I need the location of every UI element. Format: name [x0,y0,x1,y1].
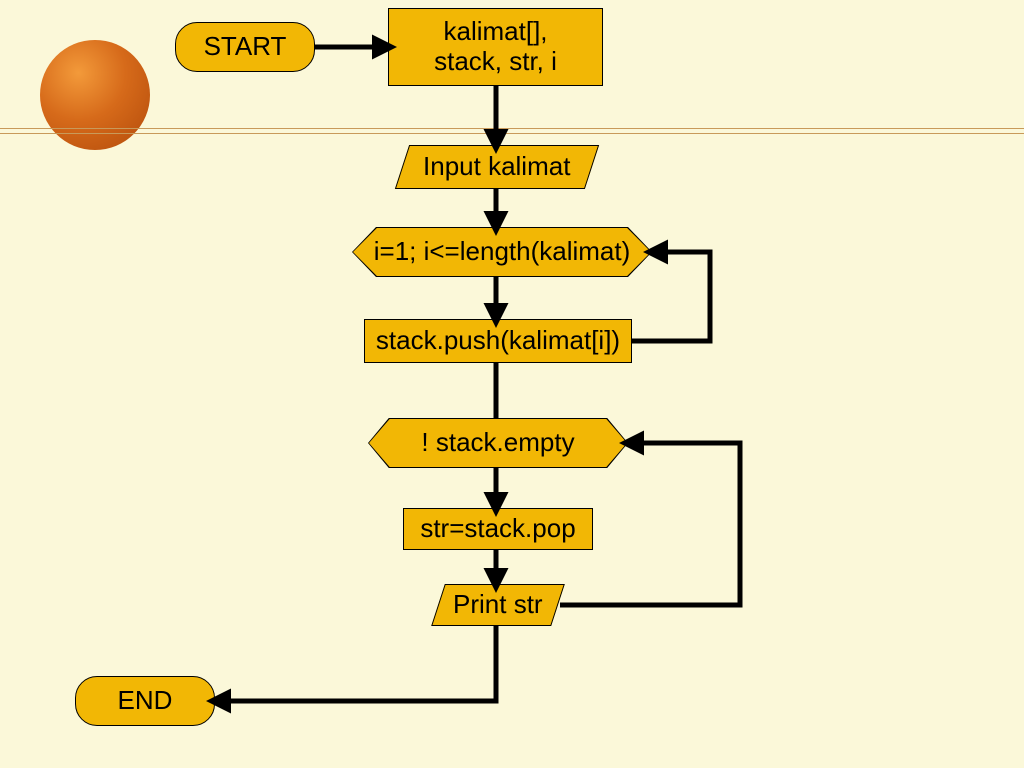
decorative-sphere [40,40,150,150]
node-loop1: i=1; i<=length(kalimat) [352,227,652,277]
node-push-label: stack.push(kalimat[i]) [376,326,620,356]
slide-canvas: START kalimat[],stack, str, i Input kali… [0,0,1024,768]
edge-print-to-end [215,626,496,701]
node-declare-label: kalimat[],stack, str, i [434,17,557,77]
node-print: Print str [431,584,565,626]
node-declare: kalimat[],stack, str, i [388,8,603,86]
edge-push-back-loop1 [632,252,710,341]
flowchart-arrows [0,0,1024,768]
node-loop2: ! stack.empty [368,418,628,468]
node-pop-label: str=stack.pop [420,514,575,544]
node-input-label: Input kalimat [423,152,570,182]
decorative-double-line [0,128,1024,129]
node-input: Input kalimat [395,145,599,189]
node-loop1-label: i=1; i<=length(kalimat) [374,237,631,267]
node-start-label: START [204,32,287,62]
node-print-label: Print str [453,590,543,620]
node-pop: str=stack.pop [403,508,593,550]
node-push: stack.push(kalimat[i]) [364,319,632,363]
node-loop2-label: ! stack.empty [421,428,574,458]
node-end: END [75,676,215,726]
node-end-label: END [118,686,173,716]
node-start: START [175,22,315,72]
